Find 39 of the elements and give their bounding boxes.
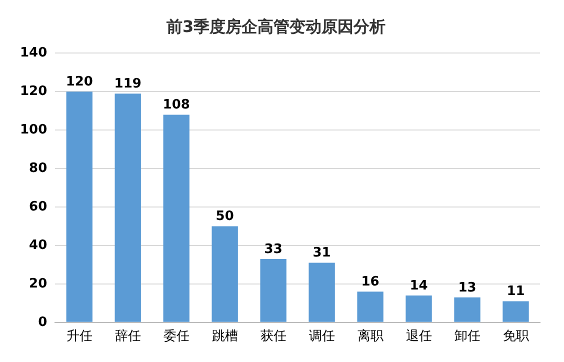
data-label: 50 (216, 209, 234, 224)
bar (454, 297, 480, 322)
x-tick-label: 辞任 (114, 328, 141, 343)
data-label: 14 (410, 278, 428, 294)
bar (114, 94, 141, 322)
bar (260, 258, 286, 322)
bar (502, 301, 529, 322)
y-tick-label: 100 (20, 122, 48, 138)
x-tick-label: 卸任 (454, 328, 480, 343)
x-tick-label: 调任 (308, 328, 335, 343)
bar (406, 295, 432, 322)
y-tick-label: 40 (29, 238, 48, 253)
x-tick-label: 委任 (163, 328, 190, 343)
data-label: 33 (264, 242, 282, 257)
data-label: 120 (66, 74, 93, 90)
x-tick-label: 退任 (406, 328, 432, 343)
chart-title: 前3季度房企高管变动原因分析 (165, 16, 386, 36)
data-label: 13 (458, 280, 476, 296)
data-label: 16 (361, 274, 380, 290)
bar (212, 226, 238, 322)
y-tick-label: 60 (29, 199, 48, 214)
y-tick-label: 120 (20, 84, 48, 100)
x-tick-label: 获任 (260, 328, 286, 343)
y-tick-label: 140 (20, 46, 48, 61)
x-tick-label: 升任 (66, 328, 92, 343)
y-tick-label: 80 (29, 160, 48, 176)
bar (163, 114, 190, 322)
x-tick-label: 离职 (357, 328, 384, 343)
bar (66, 92, 92, 322)
bar (308, 262, 335, 322)
x-tick-label: 免职 (502, 328, 529, 343)
y-tick-label: 0 (38, 314, 48, 330)
y-tick-label: 20 (29, 276, 48, 292)
bar (357, 292, 384, 322)
data-label: 11 (506, 284, 525, 300)
x-tick-label: 跳槽 (212, 328, 238, 343)
data-label: 31 (312, 246, 331, 261)
data-label: 108 (162, 98, 190, 113)
data-label: 119 (114, 76, 142, 92)
